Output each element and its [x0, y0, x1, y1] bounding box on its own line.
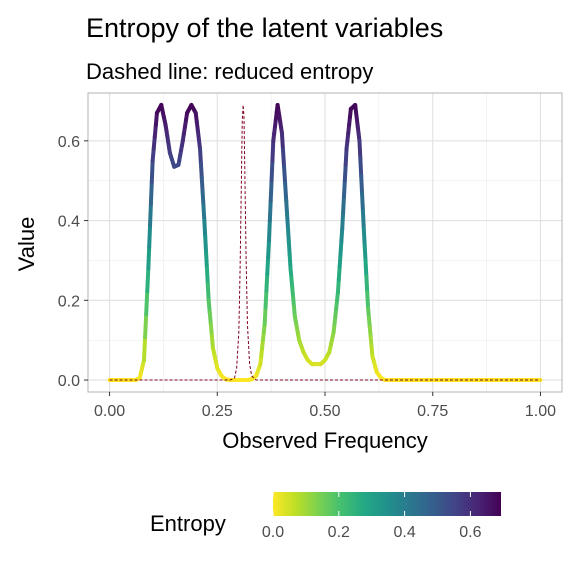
- entropy-segment: [203, 234, 209, 255]
- series-layer: [107, 102, 543, 383]
- legend-tick-label: 0.6: [459, 524, 481, 541]
- entropy-segment: [150, 146, 156, 163]
- entropy-segment: [339, 226, 345, 244]
- entropy-segment: [266, 218, 272, 243]
- x-axis: 0.00 0.25 0.50 0.75 1.00: [94, 392, 556, 420]
- entropy-segment: [146, 244, 152, 271]
- x-tick-label: 1.00: [525, 403, 556, 420]
- entropy-segment: [360, 191, 365, 214]
- entropy-segment: [153, 110, 159, 127]
- entropy-segment: [364, 274, 370, 295]
- entropy-segment: [148, 180, 154, 206]
- entropy-segment: [149, 158, 155, 185]
- y-axis: 0.0 0.2 0.4 0.6: [58, 134, 88, 390]
- entropy-segment: [336, 264, 342, 282]
- entropy-segment: [287, 252, 293, 271]
- entropy-segment: [362, 242, 368, 263]
- entropy-segment: [280, 147, 287, 169]
- y-tick-label: 0.0: [58, 373, 80, 390]
- chart-title: Entropy of the latent variables: [86, 13, 443, 43]
- entropy-segment: [337, 252, 343, 269]
- entropy-segment: [142, 335, 148, 363]
- entropy-segment: [361, 226, 367, 247]
- entropy-segment: [199, 175, 205, 194]
- entropy-segment: [340, 210, 346, 231]
- x-tick-label: 0.25: [202, 403, 233, 420]
- entropy-segment: [285, 212, 290, 230]
- legend-tick-label: 0.4: [393, 524, 415, 541]
- series-reduced-entropy: [109, 104, 541, 381]
- entropy-segment: [198, 161, 204, 180]
- plot-panel: [87, 92, 563, 393]
- y-tick-label: 0.6: [58, 134, 80, 151]
- entropy-segment: [207, 310, 213, 327]
- entropy-segment: [202, 218, 208, 239]
- entropy-segment: [268, 178, 274, 203]
- entropy-segment: [201, 204, 207, 223]
- entropy-segment: [262, 305, 268, 327]
- entropy-segment: [282, 164, 288, 186]
- legend: Entropy 0.0 0.2 0.4 0.6: [150, 492, 501, 541]
- legend-colorbar: [273, 492, 501, 516]
- entropy-segment: [341, 194, 346, 215]
- entropy-segment: [206, 298, 212, 315]
- entropy-segment: [264, 271, 270, 293]
- x-axis-title: Observed Frequency: [222, 428, 427, 453]
- entropy-segment: [284, 198, 290, 217]
- entropy-segment: [286, 239, 292, 257]
- x-tick-label: 0.00: [94, 403, 125, 420]
- x-tick-label: 0.75: [417, 403, 448, 420]
- entropy-segment: [147, 223, 153, 249]
- legend-tick-label: 0.0: [262, 524, 284, 541]
- entropy-segment: [338, 239, 344, 257]
- entropy-segment: [358, 156, 364, 178]
- x-tick-label: 0.50: [309, 403, 340, 420]
- entropy-segment: [205, 282, 211, 303]
- entropy-segment: [335, 277, 341, 295]
- entropy-segment: [359, 173, 365, 196]
- entropy-segment: [341, 178, 347, 199]
- entropy-segment: [204, 250, 209, 271]
- entropy-segment: [360, 209, 366, 231]
- entropy-segment: [283, 181, 289, 203]
- entropy-segment: [285, 225, 291, 244]
- entropy-segment: [198, 146, 203, 166]
- entropy-segment: [266, 238, 271, 260]
- entropy-segment: [270, 138, 276, 163]
- entropy-segment: [265, 255, 271, 276]
- legend-tick-label: 0.2: [328, 524, 350, 541]
- entropy-segment: [342, 162, 348, 183]
- entropy-segment: [363, 258, 369, 279]
- entropy-segment: [148, 201, 153, 228]
- entropy-segment: [357, 138, 363, 161]
- chart-subtitle: Dashed line: reduced entropy: [86, 59, 373, 84]
- entropy-segment: [269, 158, 275, 183]
- entropy-segment: [152, 122, 158, 139]
- entropy-segment: [200, 189, 206, 209]
- legend-title: Entropy: [150, 511, 226, 536]
- entropy-segment: [204, 266, 210, 287]
- y-axis-title: Value: [14, 217, 39, 272]
- entropy-segment: [279, 130, 285, 152]
- legend-ticks: 0.0 0.2 0.4 0.6: [262, 492, 482, 541]
- entropy-segment: [144, 289, 150, 317]
- entropy-segment: [267, 198, 273, 223]
- y-tick-label: 0.2: [58, 293, 80, 310]
- entropy-segment: [365, 290, 371, 311]
- entropy-segment: [145, 266, 151, 294]
- entropy-segment: [208, 322, 214, 339]
- entropy-segment: [151, 134, 157, 151]
- entropy-segment: [263, 288, 269, 310]
- y-tick-label: 0.4: [58, 214, 80, 231]
- entropy-segment: [209, 334, 215, 351]
- entropy-segment: [143, 312, 149, 340]
- entropy-segment: [343, 146, 349, 167]
